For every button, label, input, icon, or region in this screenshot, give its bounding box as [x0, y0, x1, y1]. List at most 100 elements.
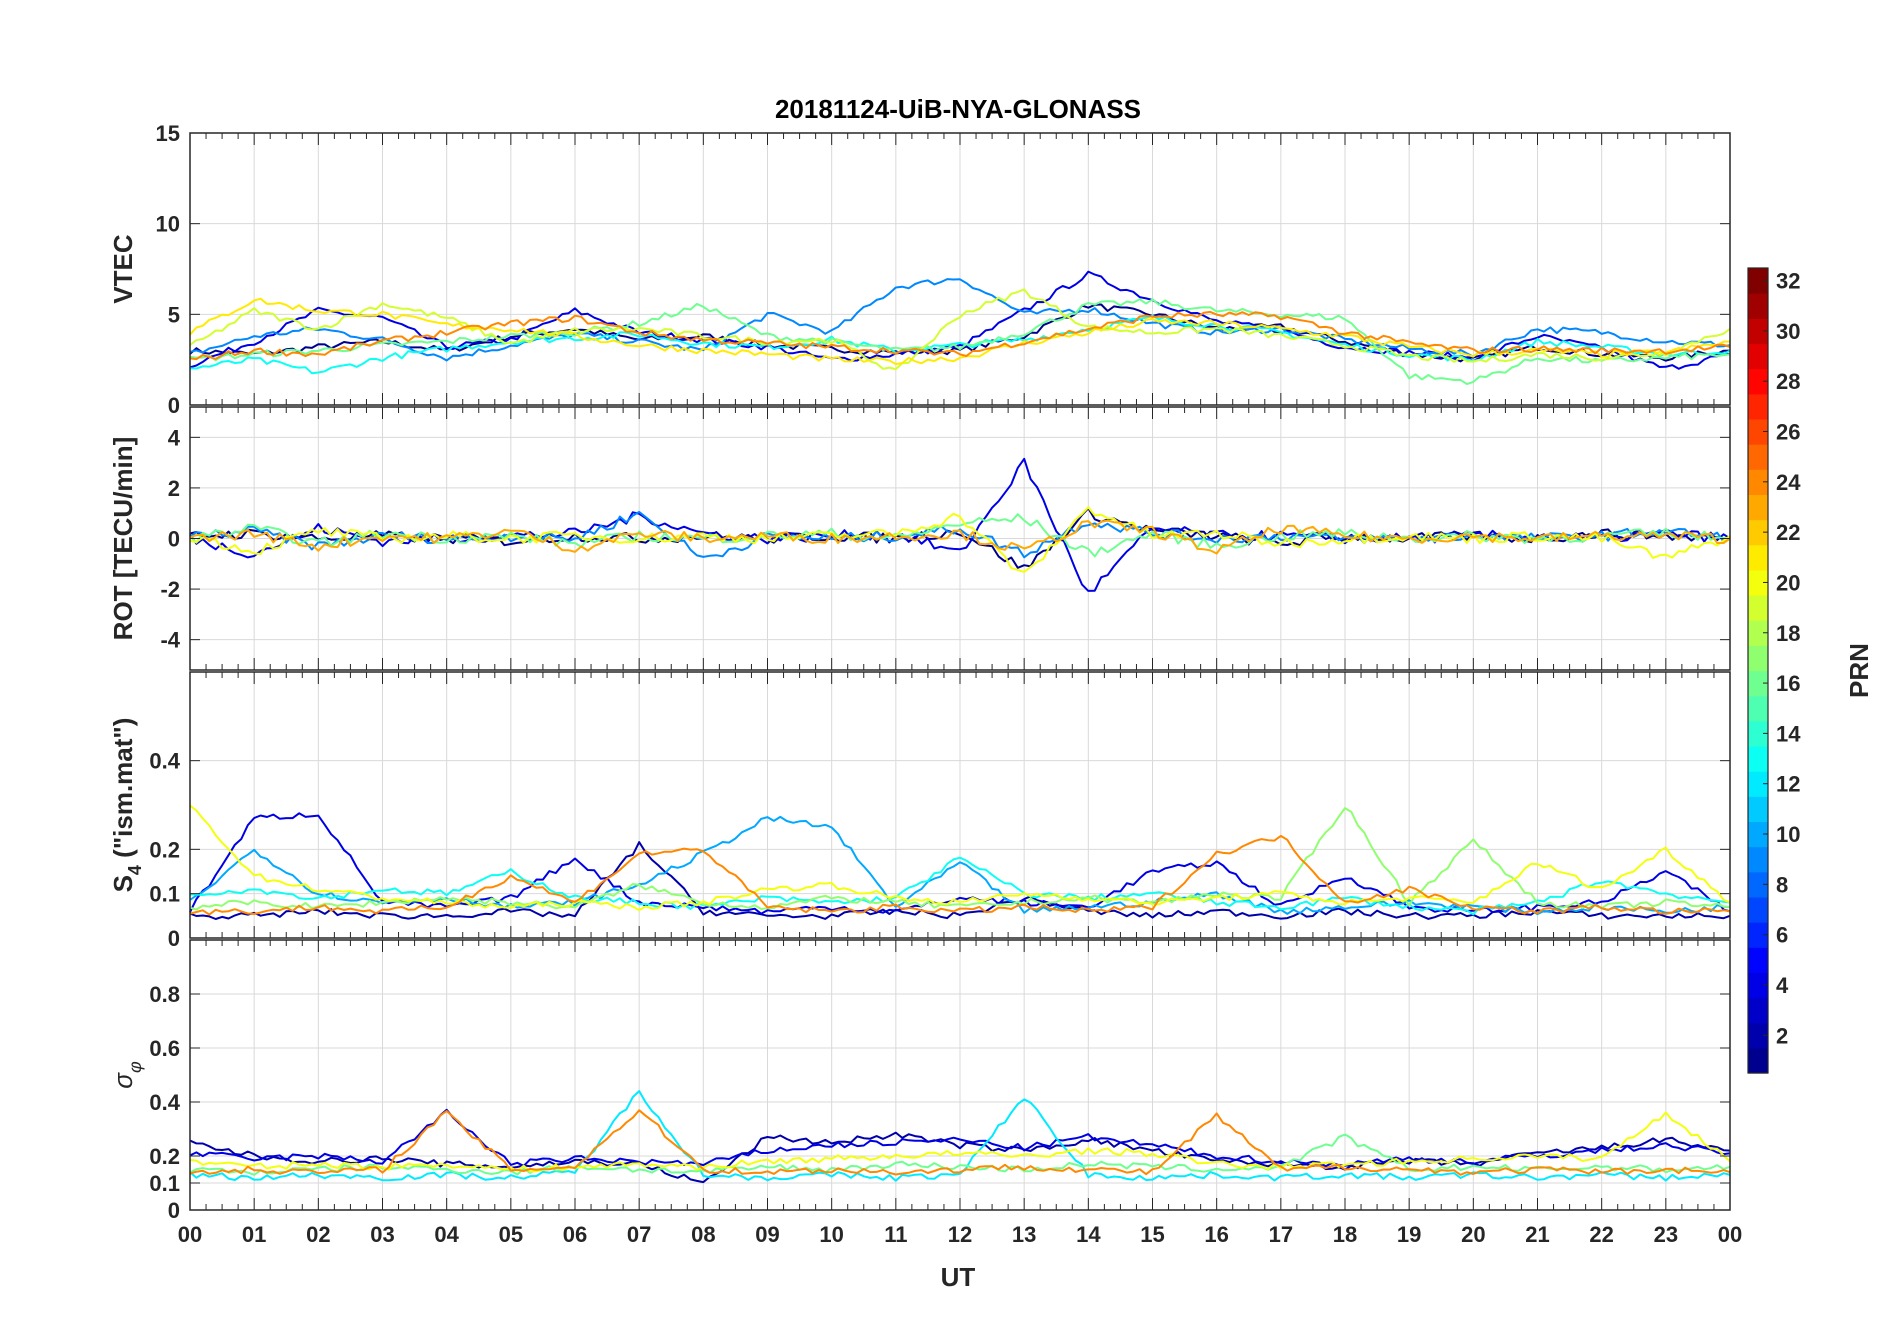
x-tick-label-14: 14 [1076, 1222, 1101, 1247]
colorbar-swatch-prn-22 [1748, 519, 1768, 546]
colorbar-swatch-prn-27 [1748, 393, 1768, 420]
x-tick-label-19: 19 [1397, 1222, 1421, 1247]
series-line-prn-16 [189, 298, 1731, 386]
y-tick-label-3: 15 [156, 121, 180, 146]
x-tick-label-8: 08 [691, 1222, 715, 1247]
panel-rot: -4 -2 0 2 4 ROT [TECU/min] [108, 406, 1731, 671]
colorbar-swatch-prn-24 [1748, 469, 1768, 496]
series-line-prn-16 [189, 1133, 1731, 1176]
series-line-prn-10 [189, 815, 1731, 916]
colorbar-swatch-prn-29 [1748, 343, 1768, 370]
colorbar-tick-label-13: 28 [1776, 369, 1800, 394]
colorbar-tick-label-5: 12 [1776, 772, 1800, 797]
x-tick-label-12: 12 [948, 1222, 972, 1247]
colorbar-swatch-prn-18 [1748, 620, 1768, 646]
series-line-prn-20 [189, 506, 1731, 573]
series-line-prn-12 [189, 1090, 1731, 1182]
y-axis-label-main: σ [108, 1072, 138, 1089]
colorbar-swatch-prn-23 [1748, 494, 1768, 521]
x-tick-label-18: 18 [1333, 1222, 1357, 1247]
colorbar-tick-label-12: 26 [1776, 420, 1800, 445]
series-group [189, 270, 1731, 386]
x-tick-label-16: 16 [1204, 1222, 1228, 1247]
x-tick-label-3: 03 [370, 1222, 394, 1247]
colorbar-tick-label-8: 18 [1776, 621, 1800, 646]
x-tick-label-15: 15 [1140, 1222, 1164, 1247]
colorbar-swatch-prn-13 [1748, 745, 1768, 772]
colorbar-swatch-prn-30 [1748, 318, 1768, 345]
colorbar-label: PRN [1844, 643, 1874, 698]
y-axis-label: ROT [TECU/min] [108, 437, 138, 641]
colorbar-swatch-prn-19 [1748, 595, 1768, 621]
colorbar-swatch-prn-16 [1748, 670, 1768, 697]
panel-s4: 0 0.1 0.2 0.4S4 ("ism.mat") [108, 671, 1731, 951]
x-tick-labels: 00 01 02 03 04 05 06 07 08 09 10 11 12 13 14 15 16 17 18 19… [178, 1222, 1742, 1247]
x-tick-label-11: 11 [884, 1222, 907, 1247]
colorbar-swatch-prn-5 [1748, 947, 1768, 973]
x-tick-label-24: 00 [1718, 1222, 1742, 1247]
y-tick-label-1: 0.1 [149, 882, 180, 907]
x-tick-label-17: 17 [1269, 1222, 1293, 1247]
figure-title: 20181124-UiB-NYA-GLONASS [775, 94, 1141, 124]
colorbar-tick-label-6: 14 [1776, 721, 1801, 746]
colorbar-swatch-prn-7 [1748, 896, 1768, 923]
x-tick-label-5: 05 [499, 1222, 523, 1247]
colorbar-tick-label-14: 30 [1776, 319, 1800, 344]
colorbar-swatch-prn-3 [1748, 997, 1768, 1024]
y-axis-label: S4 ("ism.mat") [108, 718, 145, 893]
y-tick-label-0: -4 [160, 628, 180, 653]
colorbar-swatch-prn-8 [1748, 871, 1768, 898]
x-tick-label-9: 09 [755, 1222, 779, 1247]
y-tick-label-3: 0.4 [149, 1090, 180, 1115]
colorbar-swatch-prn-9 [1748, 846, 1768, 873]
colorbar-swatch-prn-26 [1748, 418, 1768, 445]
panel-vtec: 0 5 10 15 VTEC [108, 121, 1731, 418]
colorbar-tick-label-9: 20 [1776, 570, 1800, 595]
y-axis-label: VTEC [108, 234, 138, 304]
colorbar-swatch-prn-10 [1748, 821, 1768, 848]
x-tick-label-22: 22 [1589, 1222, 1613, 1247]
colorbar-swatch-prn-25 [1748, 444, 1768, 470]
x-tick-label-13: 13 [1012, 1222, 1036, 1247]
colorbar-swatch-prn-20 [1748, 569, 1768, 596]
y-tick-label-2: 0.2 [149, 837, 180, 862]
series-group [189, 804, 1731, 920]
x-tick-label-0: 00 [178, 1222, 202, 1247]
series-line-prn-19 [189, 288, 1731, 371]
colorbar-swatch-prn-12 [1748, 771, 1768, 797]
colorbar-swatch-prn-2 [1748, 1022, 1768, 1049]
colorbar-swatch-prn-28 [1748, 368, 1768, 395]
colorbar-tick-label-7: 16 [1776, 671, 1800, 696]
y-axis-label-rest: ("ism.mat") [108, 718, 138, 865]
colorbar-frame [1747, 267, 1769, 1074]
x-tick-label-10: 10 [819, 1222, 843, 1247]
series-group [189, 457, 1731, 592]
y-tick-label-0: 0 [168, 926, 180, 951]
series-line-prn-20 [189, 804, 1731, 912]
y-axis-label: σφ [108, 1061, 145, 1089]
colorbar-tick-label-2: 6 [1776, 923, 1788, 948]
y-tick-label-0: 0 [168, 1198, 180, 1223]
colorbar-swatch-prn-11 [1748, 796, 1768, 823]
series-line-prn-24 [189, 834, 1731, 916]
series-group [189, 1090, 1731, 1184]
colorbar-swatch-prn-32 [1748, 268, 1768, 294]
x-tick-label-7: 07 [627, 1222, 651, 1247]
x-axis-label: UT [941, 1262, 976, 1292]
colorbar-swatch-prn-21 [1748, 544, 1768, 571]
colorbar-tick-label-1: 4 [1776, 973, 1789, 998]
colorbar-swatch-prn-4 [1748, 972, 1768, 999]
panel-sigma_phi: 00.10.2 0.4 0.6 0.8 σφ [108, 939, 1731, 1223]
y-tick-label-1: 5 [168, 302, 180, 327]
series-line-prn-20 [189, 1111, 1731, 1173]
colorbar-tick-label-15: 32 [1776, 269, 1800, 294]
y-tick-label-2: 10 [156, 212, 180, 237]
y-tick-label-4: 4 [168, 425, 181, 450]
x-tick-label-2: 02 [306, 1222, 330, 1247]
y-tick-label-2: 0 [168, 527, 180, 552]
y-tick-label-3: 0.4 [149, 749, 180, 774]
colorbar-swatch-prn-1 [1748, 1047, 1768, 1074]
series-line-prn-17 [189, 807, 1731, 911]
